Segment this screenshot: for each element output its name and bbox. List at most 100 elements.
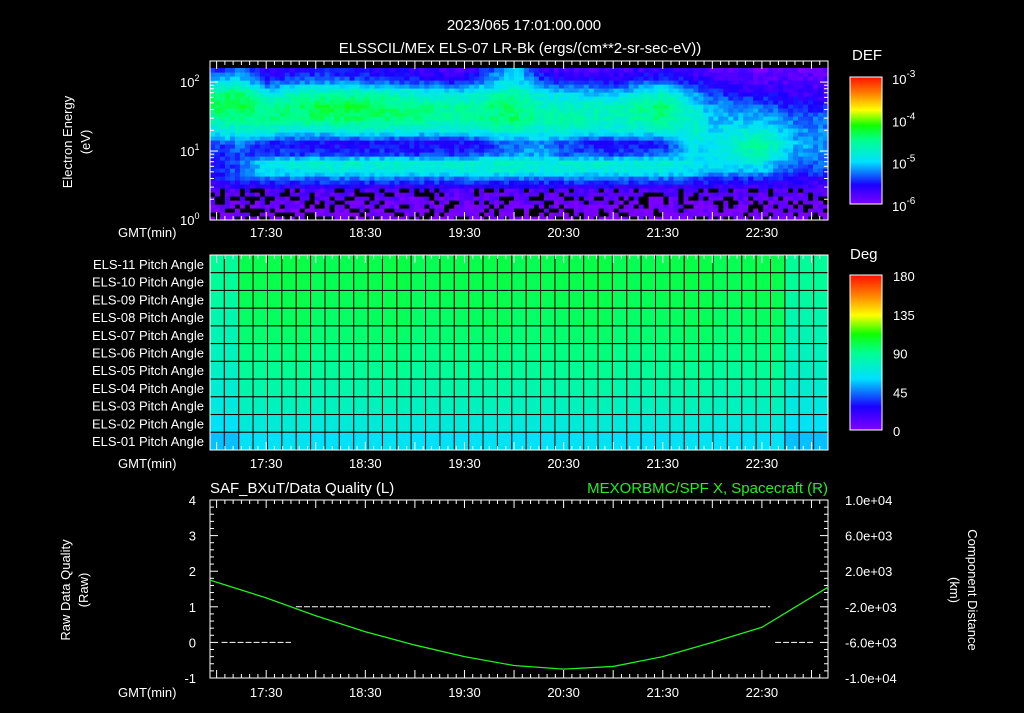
spectrogram-cell — [644, 104, 650, 109]
spectrogram-cell — [644, 132, 650, 137]
spectrogram-cell — [634, 136, 640, 141]
spectrogram-cell — [534, 84, 540, 89]
spectrogram-cell — [514, 172, 520, 177]
spectrogram-cell — [514, 140, 520, 145]
spectrogram-cell — [444, 176, 450, 181]
spectrogram-cell — [683, 152, 689, 157]
spectrogram-cell — [664, 104, 670, 109]
spectrogram-cell — [514, 184, 520, 189]
spectrogram-cell — [350, 200, 356, 205]
spectrogram-cell — [614, 88, 620, 93]
spectrogram-cell — [394, 100, 400, 105]
spectrogram-cell — [773, 204, 779, 209]
spectrogram-cell — [773, 76, 779, 81]
spectrogram-cell — [713, 124, 719, 129]
spectrogram-cell — [574, 212, 580, 217]
spectrogram-cell — [429, 140, 435, 145]
spectrogram-cell — [758, 92, 764, 97]
spectrogram-cell — [738, 208, 744, 213]
spectrogram-cell — [589, 212, 595, 217]
spectrogram-cell — [738, 204, 744, 209]
spectrogram-cell — [589, 192, 595, 197]
spectrogram-cell — [713, 84, 719, 89]
spectrogram-cell — [330, 76, 336, 81]
spectrogram-cell — [723, 96, 729, 101]
spectrogram-cell — [454, 208, 460, 213]
spectrogram-cell — [604, 200, 610, 205]
spectrogram-cell — [215, 156, 221, 161]
spectrogram-cell — [683, 196, 689, 201]
spectrogram-cell — [444, 152, 450, 157]
spectrogram-cell — [589, 88, 595, 93]
spectrogram-cell — [604, 88, 610, 93]
spectrogram-cell — [674, 104, 680, 109]
spectrogram-cell — [290, 176, 296, 181]
spectrogram-cell — [494, 116, 500, 121]
pitch-angle-cell — [282, 273, 296, 291]
spectrogram-cell — [743, 132, 749, 137]
spectrogram-cell — [340, 88, 346, 93]
spectrogram-cell — [300, 156, 306, 161]
pitch-angle-cell — [756, 255, 770, 273]
spectrogram-cell — [285, 196, 291, 201]
spectrogram-cell — [320, 68, 326, 73]
spectrogram-cell — [693, 72, 699, 77]
spectrogram-cell — [728, 136, 734, 141]
spectrogram-cell — [424, 156, 430, 161]
spectrogram-cell — [504, 208, 510, 213]
spectrogram-cell — [369, 136, 375, 141]
spectrogram-cell — [379, 68, 385, 73]
spectrogram-cell — [434, 144, 440, 149]
spectrogram-cell — [604, 136, 610, 141]
spectrogram-cell — [215, 164, 221, 169]
spectrogram-cell — [399, 100, 405, 105]
spectrogram-cell — [285, 208, 291, 213]
spectrogram-cell — [310, 208, 316, 213]
spectrogram-cell — [265, 112, 271, 117]
spectrogram-cell — [210, 172, 216, 177]
spectrogram-cell — [624, 68, 630, 73]
spectrogram-cell — [240, 176, 246, 181]
spectrogram-cell — [798, 132, 804, 137]
spectrogram-cell — [255, 152, 261, 157]
spectrogram-cell — [240, 200, 246, 205]
spectrogram-cell — [419, 176, 425, 181]
spectrogram-cell — [489, 152, 495, 157]
spectrogram-cell — [320, 172, 326, 177]
spectrogram-cell — [444, 164, 450, 169]
spectrogram-cell — [703, 96, 709, 101]
spectrogram-cell — [275, 84, 281, 89]
spectrogram-cell — [265, 148, 271, 153]
spectrogram-cell — [325, 180, 331, 185]
spectrogram-cell — [310, 88, 316, 93]
spectrogram-cell — [579, 160, 585, 165]
spectrogram-cell — [240, 152, 246, 157]
spectrogram-cell — [778, 84, 784, 89]
spectrogram-cell — [290, 112, 296, 117]
spectrogram-cell — [509, 112, 515, 117]
spectrogram-cell — [674, 108, 680, 113]
spectrogram-cell — [574, 184, 580, 189]
spectrogram-cell — [409, 148, 415, 153]
spectrogram-cell — [743, 208, 749, 213]
spectrogram-cell — [664, 116, 670, 121]
spectrogram-cell — [394, 152, 400, 157]
spectrogram-cell — [414, 156, 420, 161]
spectrogram-cell — [659, 68, 665, 73]
spectrogram-cell — [793, 180, 799, 185]
spectrogram-cell — [569, 72, 575, 77]
spectrogram-cell — [693, 204, 699, 209]
spectrogram-cell — [245, 96, 251, 101]
spectrogram-cell — [509, 208, 515, 213]
spectrogram-cell — [305, 172, 311, 177]
spectrogram-cell — [624, 144, 630, 149]
spectrogram-cell — [464, 200, 470, 205]
spectrogram-cell — [250, 76, 256, 81]
spectrogram-cell — [434, 184, 440, 189]
spectrogram-cell — [225, 112, 231, 117]
spectrogram-cell — [355, 124, 361, 129]
spectrogram-cell — [320, 200, 326, 205]
spectrogram-cell — [305, 96, 311, 101]
spectrogram-cell — [235, 192, 241, 197]
spectrogram-cell — [768, 188, 774, 193]
